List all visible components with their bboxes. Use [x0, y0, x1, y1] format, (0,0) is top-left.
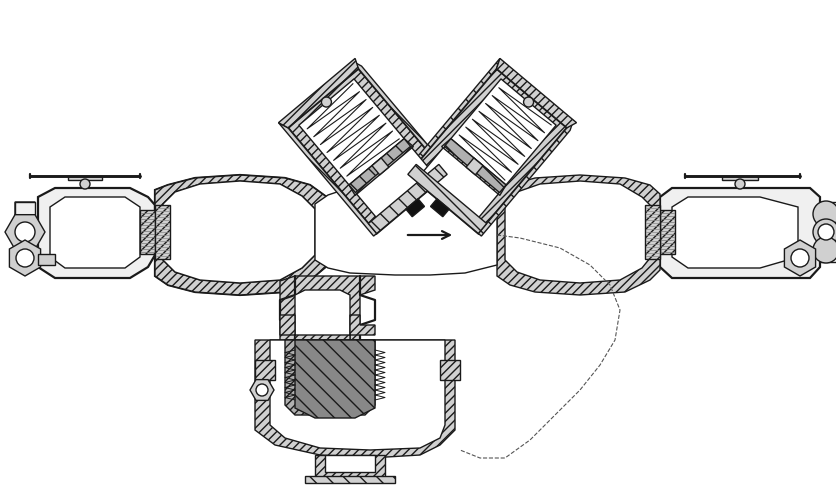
Circle shape	[523, 97, 533, 107]
Circle shape	[790, 249, 808, 267]
Polygon shape	[430, 199, 449, 217]
Polygon shape	[285, 340, 375, 415]
Polygon shape	[444, 139, 506, 192]
Polygon shape	[819, 202, 836, 262]
Polygon shape	[304, 476, 395, 483]
Polygon shape	[294, 290, 349, 345]
Polygon shape	[15, 202, 35, 265]
Polygon shape	[405, 59, 499, 174]
Polygon shape	[314, 182, 497, 275]
Polygon shape	[298, 79, 435, 222]
Polygon shape	[477, 120, 573, 236]
Polygon shape	[660, 210, 674, 254]
Polygon shape	[405, 199, 424, 217]
Polygon shape	[278, 59, 358, 128]
Circle shape	[734, 179, 744, 189]
Polygon shape	[250, 380, 273, 400]
Polygon shape	[163, 181, 314, 283]
Polygon shape	[352, 61, 450, 174]
Polygon shape	[255, 340, 455, 458]
Polygon shape	[783, 240, 814, 276]
Polygon shape	[496, 59, 576, 128]
Polygon shape	[645, 205, 660, 259]
Polygon shape	[407, 69, 566, 233]
Circle shape	[812, 237, 836, 263]
Circle shape	[80, 179, 90, 189]
Polygon shape	[368, 164, 446, 233]
Polygon shape	[38, 254, 55, 265]
Polygon shape	[407, 164, 486, 233]
Circle shape	[15, 222, 35, 242]
Polygon shape	[255, 360, 275, 380]
Polygon shape	[721, 176, 757, 180]
Polygon shape	[38, 188, 155, 278]
Polygon shape	[5, 215, 45, 249]
Polygon shape	[324, 455, 375, 472]
Polygon shape	[671, 197, 797, 268]
Polygon shape	[660, 188, 819, 278]
Polygon shape	[155, 175, 328, 295]
Polygon shape	[155, 175, 328, 295]
Circle shape	[321, 97, 331, 107]
Polygon shape	[440, 360, 460, 380]
Polygon shape	[280, 315, 375, 345]
Circle shape	[812, 201, 836, 227]
Polygon shape	[504, 181, 650, 283]
Polygon shape	[288, 69, 446, 233]
Polygon shape	[419, 79, 555, 222]
Polygon shape	[163, 181, 314, 283]
Polygon shape	[15, 202, 35, 262]
Polygon shape	[155, 205, 170, 259]
Polygon shape	[140, 210, 155, 254]
Circle shape	[817, 224, 833, 240]
Polygon shape	[9, 240, 40, 276]
Polygon shape	[466, 158, 482, 175]
Polygon shape	[314, 455, 385, 480]
Polygon shape	[441, 139, 506, 195]
Circle shape	[256, 384, 268, 396]
Polygon shape	[371, 158, 389, 175]
Polygon shape	[280, 276, 375, 385]
Circle shape	[812, 219, 836, 245]
Polygon shape	[349, 139, 410, 192]
Polygon shape	[68, 176, 102, 180]
Polygon shape	[270, 340, 445, 450]
Polygon shape	[50, 197, 140, 268]
Polygon shape	[349, 139, 413, 195]
Circle shape	[16, 249, 34, 267]
Polygon shape	[497, 175, 660, 295]
Polygon shape	[294, 340, 375, 418]
Polygon shape	[278, 123, 376, 236]
